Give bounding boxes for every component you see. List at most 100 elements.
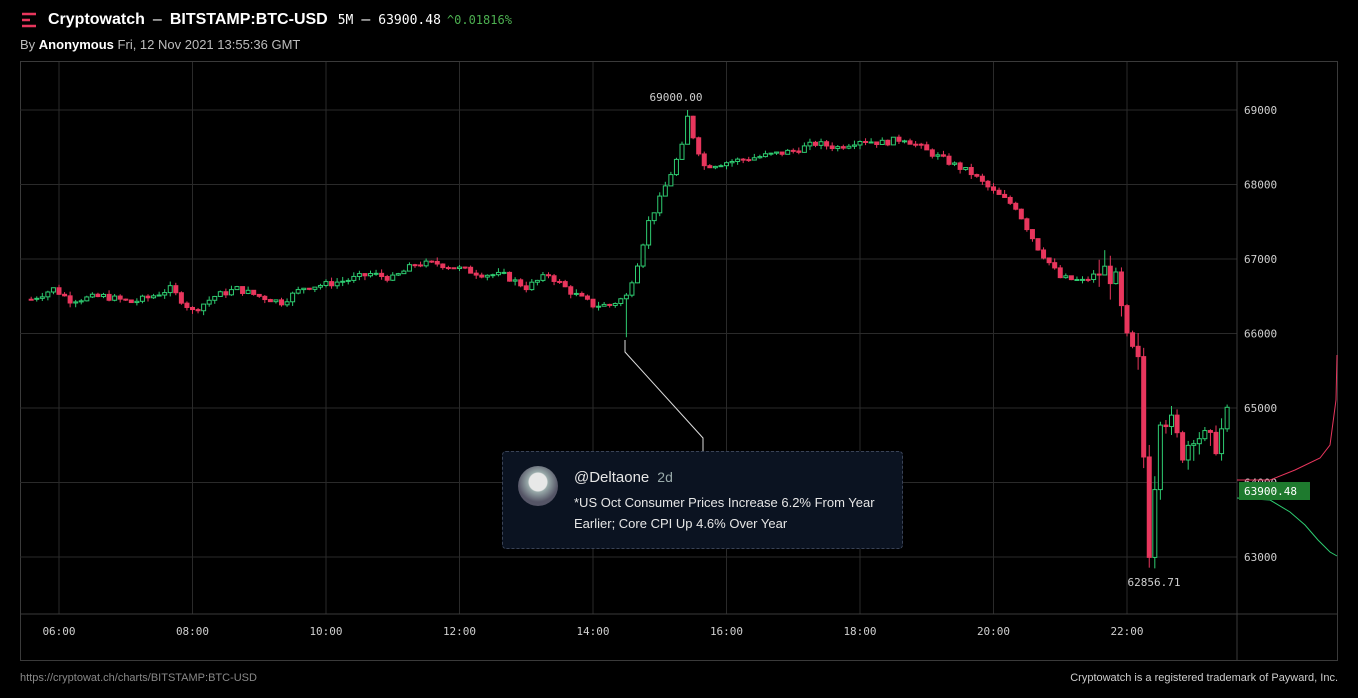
high-label: 69000.00 (650, 91, 703, 104)
candle-body (1113, 271, 1119, 285)
candle-body (657, 195, 663, 214)
byline: By Anonymous Fri, 12 Nov 2021 13:55:36 G… (20, 37, 300, 52)
candle-body (1152, 489, 1158, 558)
candle-body (178, 292, 184, 304)
x-tick-label: 18:00 (843, 625, 876, 638)
candle-body (106, 293, 112, 301)
candle-body (462, 266, 468, 269)
candle-body (979, 175, 985, 182)
candle-body (646, 220, 652, 246)
candle-body (139, 295, 145, 302)
chart-url[interactable]: https://cryptowat.ch/charts/BITSTAMP:BTC… (20, 672, 257, 684)
tweet-age: 2d (657, 469, 673, 485)
cryptowatch-logo-icon (22, 12, 36, 28)
candle-body (968, 167, 974, 176)
candle-body (874, 141, 880, 145)
depth-ask-line (1237, 354, 1338, 481)
y-tick-label: 66000 (1244, 328, 1277, 341)
candle-body (256, 293, 262, 297)
candle-body (846, 145, 852, 149)
candle-body (284, 301, 290, 306)
candle-body (829, 145, 835, 150)
candle-body (262, 295, 268, 301)
candle-body (217, 291, 223, 297)
candle-body (56, 287, 62, 295)
candle-body (317, 284, 323, 288)
candle-body (362, 273, 368, 277)
depth-bid-line (1236, 497, 1338, 557)
candle-body (685, 115, 691, 145)
separator: – (361, 11, 371, 28)
candle-body (273, 299, 279, 303)
candle-body (807, 141, 813, 147)
candle-body (451, 267, 457, 270)
candle-body (345, 279, 351, 282)
candle-body (857, 140, 863, 146)
candle-body (913, 143, 919, 146)
candle-body (1074, 279, 1080, 282)
candle-body (1141, 356, 1147, 458)
tweet-annotation[interactable]: @Deltaone 2d *US Oct Consumer Prices Incr… (502, 451, 903, 549)
candle-body (445, 267, 451, 270)
candle-body (751, 157, 757, 161)
candle-body (551, 275, 557, 282)
trademark-notice: Cryptowatch is a registered trademark of… (1070, 672, 1338, 684)
candle-body (334, 281, 340, 287)
candle-body (1013, 202, 1019, 210)
candle-body (1007, 196, 1013, 204)
candle-body (340, 280, 346, 283)
candle-body (935, 154, 941, 157)
candle-body (62, 293, 68, 297)
candle-body (890, 136, 896, 146)
candle-body (774, 151, 780, 154)
candle-body (1118, 271, 1124, 307)
candle-body (746, 159, 752, 162)
market-symbol[interactable]: BITSTAMP:BTC-USD (169, 11, 328, 28)
candle-body (673, 158, 679, 176)
candle-body (835, 146, 841, 150)
candle-body (690, 115, 696, 139)
candle-body (790, 149, 796, 152)
candle-body (696, 137, 702, 155)
candle-body (368, 273, 373, 277)
chart-frame (20, 61, 1338, 661)
timestamp: Fri, 12 Nov 2021 13:55:36 GMT (117, 37, 301, 52)
candle-body (112, 295, 118, 301)
x-tick-label: 20:00 (977, 625, 1010, 638)
candle-body (228, 289, 234, 296)
candle-body (240, 286, 246, 294)
candle-body (940, 154, 946, 157)
last-price-label: 63900.48 (1244, 485, 1297, 498)
candle-body (579, 292, 585, 297)
candle-body (1124, 305, 1130, 334)
y-tick-label: 65000 (1244, 402, 1277, 415)
timeframe: 5M (337, 12, 354, 28)
candle-body (946, 155, 952, 165)
candle-body (429, 260, 435, 263)
candle-body (1096, 273, 1102, 276)
candle-body (840, 146, 846, 149)
candle-body (279, 299, 284, 306)
candle-body (512, 279, 518, 282)
author: Anonymous (38, 37, 114, 52)
candle-body (1174, 414, 1180, 434)
candle-body (1052, 262, 1058, 269)
y-tick-label: 63000 (1244, 551, 1277, 564)
candle-body (1185, 444, 1191, 461)
candle-body (78, 300, 84, 303)
candle-body (379, 272, 385, 278)
candle-body (401, 270, 407, 275)
candle-body (1213, 431, 1219, 455)
avatar (518, 466, 558, 506)
brand-name[interactable]: Cryptowatch (48, 11, 145, 28)
candle-body (495, 271, 501, 276)
candle-body (562, 281, 568, 288)
candle-body (306, 287, 312, 290)
candle-body (457, 266, 462, 270)
candle-body (156, 294, 162, 297)
candle-body (1068, 275, 1074, 281)
candle-body (879, 139, 885, 145)
candle-body (1057, 267, 1063, 279)
candle-body (117, 295, 123, 300)
